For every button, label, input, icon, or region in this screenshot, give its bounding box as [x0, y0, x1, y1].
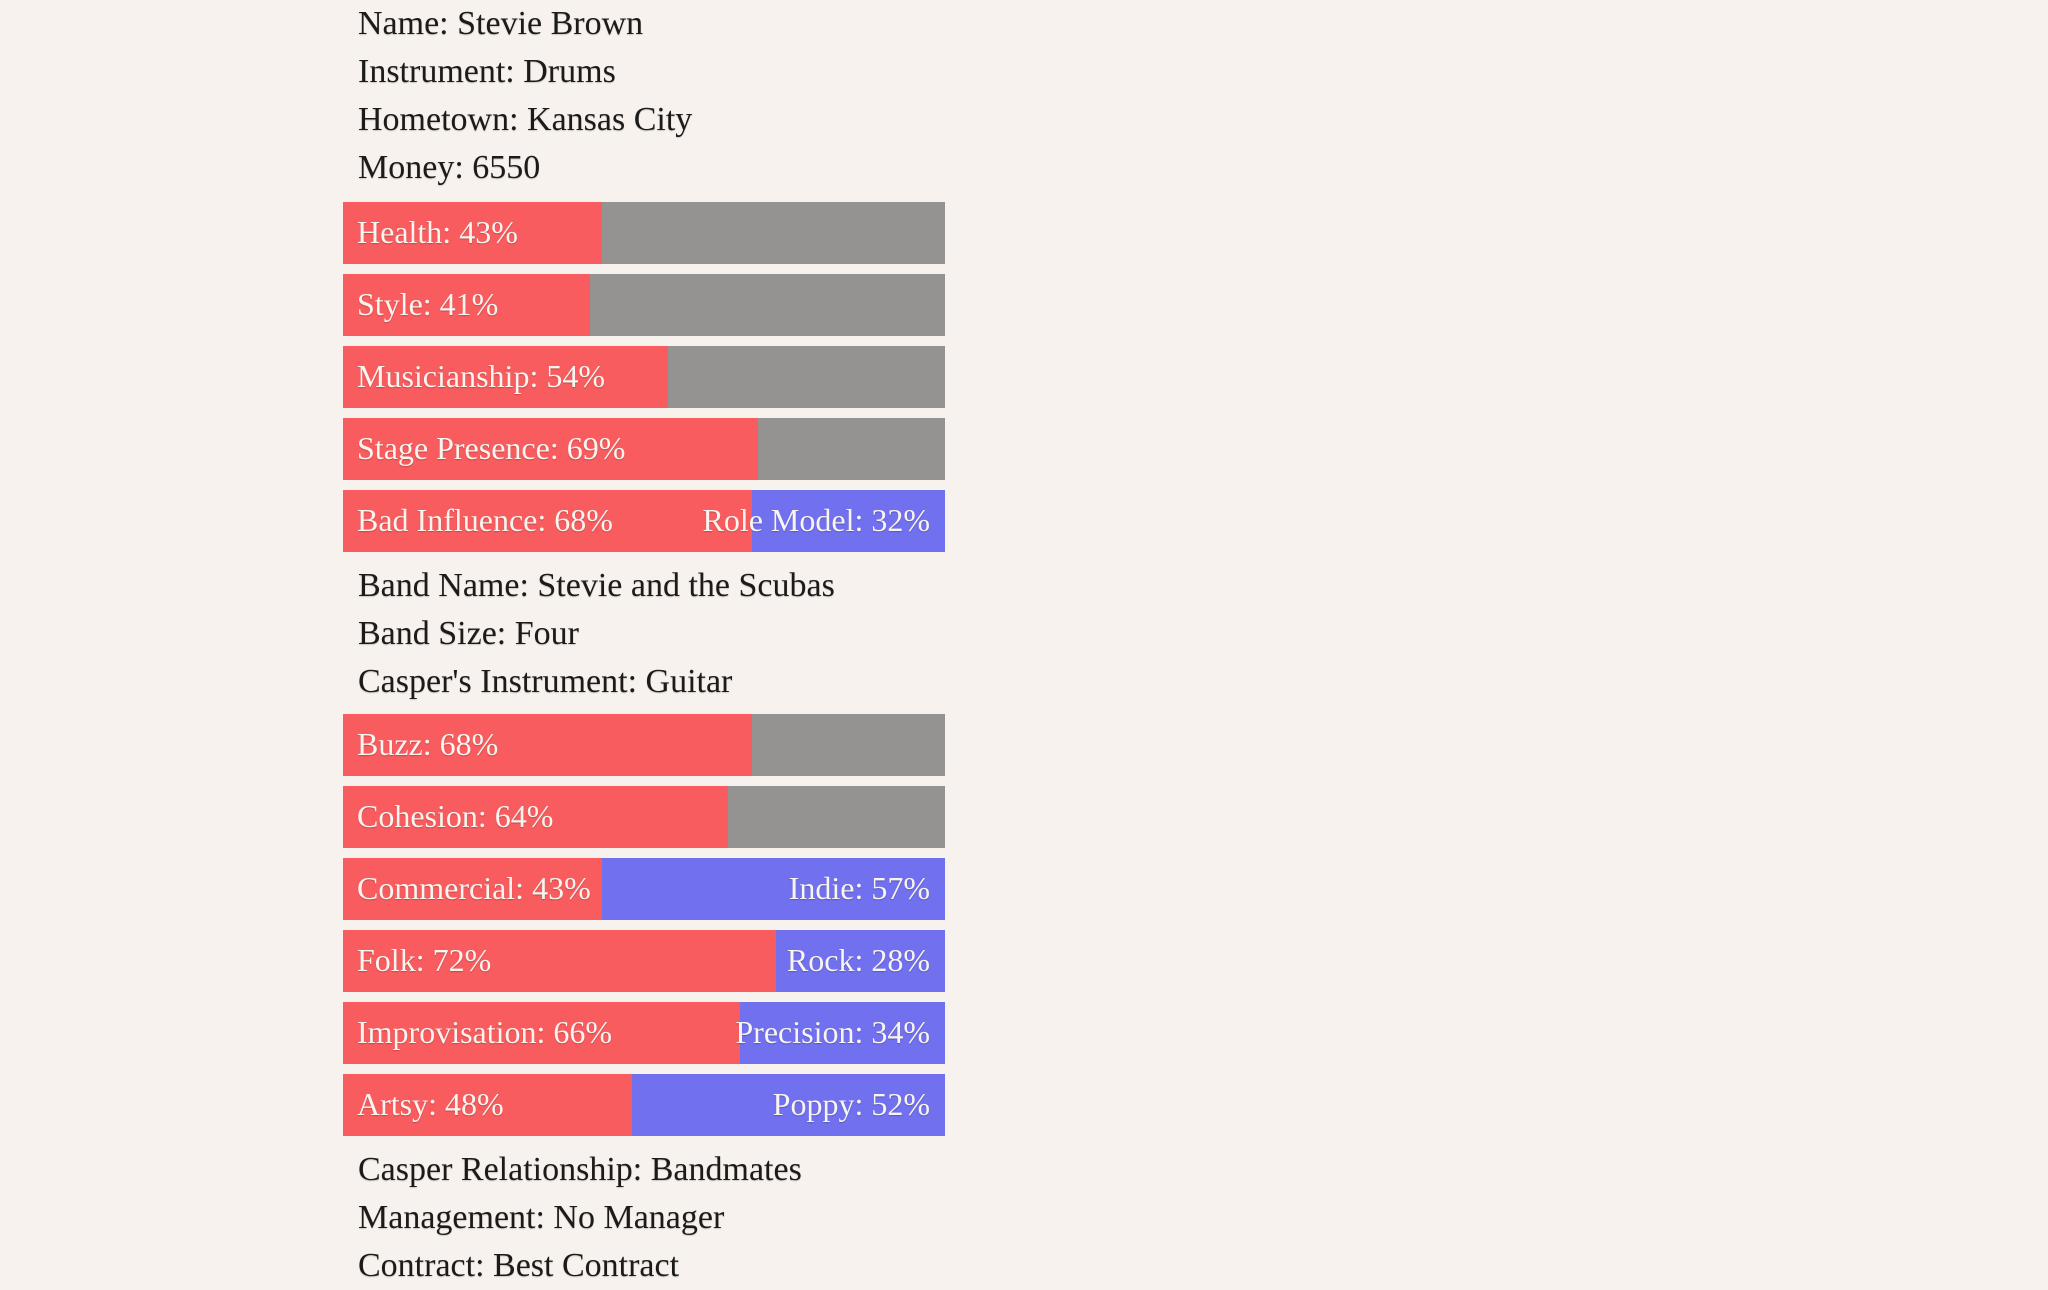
stat-bar-cohesion: Cohesion: 64%: [343, 786, 945, 848]
stat-bar-fill: [343, 786, 729, 848]
stat-bar-bad-influence-role-model: Bad Influence: 68% Role Model: 32%: [343, 490, 945, 552]
casper-relationship: Casper Relationship: Bandmates: [358, 1151, 802, 1188]
stat-bar-label-right: Poppy: 52%: [772, 1086, 930, 1122]
stat-bar-fill: [343, 1074, 632, 1136]
band-info-block: Band Name: Stevie and the Scubas Band Si…: [343, 562, 945, 706]
stat-bar-improvisation-precision: Improvisation: 66% Precision: 34%: [343, 1002, 945, 1064]
stat-bar-label-left: Bad Influence: 68%: [357, 502, 613, 538]
band-stats-group: Buzz: 68% Cohesion: 64% Commercial: 43% …: [343, 714, 945, 1136]
stat-bar-fill: [343, 490, 753, 552]
stat-bar-label-right: Indie: 57%: [788, 870, 930, 906]
stats-page: Name: Stevie Brown Instrument: Drums Hom…: [343, 0, 945, 1290]
stat-bar-fill: [343, 714, 753, 776]
stat-bar-label-right: Rock: 28%: [786, 942, 930, 978]
stat-bar-fill: [343, 346, 669, 408]
stat-bar-label-left: Buzz: 68%: [357, 726, 499, 762]
stat-bar-label-left: Improvisation: 66%: [357, 1014, 613, 1050]
stat-bar-label-left: Folk: 72%: [357, 942, 492, 978]
casper-instrument: Casper's Instrument: Guitar: [358, 663, 733, 700]
profile-name: Name: Stevie Brown: [358, 5, 644, 42]
profile-money: Money: 6550: [358, 149, 541, 186]
stat-bar-fill: [343, 418, 759, 480]
stat-bar-fill: [343, 858, 602, 920]
stat-bar-stage-presence: Stage Presence: 69%: [343, 418, 945, 480]
stat-bar-label-left: Health: 43%: [357, 214, 518, 250]
stat-bar-musicianship: Musicianship: 54%: [343, 346, 945, 408]
band-name: Band Name: Stevie and the Scubas: [358, 567, 835, 604]
stat-bar-label-right: Role Model: 32%: [702, 502, 930, 538]
profile-hometown: Hometown: Kansas City: [358, 101, 693, 138]
stat-bar-fill: [343, 274, 590, 336]
stat-bar-label-left: Cohesion: 64%: [357, 798, 554, 834]
management: Management: No Manager: [358, 1199, 725, 1236]
stat-bar-label-right: Precision: 34%: [735, 1014, 930, 1050]
profile-instrument: Instrument: Drums: [358, 53, 616, 90]
stat-bar-label-left: Style: 41%: [357, 286, 499, 322]
stat-bar-fill: [343, 1002, 741, 1064]
stat-bar-fill: [343, 930, 777, 992]
profile-block: Name: Stevie Brown Instrument: Drums Hom…: [343, 0, 945, 192]
stat-bar-commercial-indie: Commercial: 43% Indie: 57%: [343, 858, 945, 920]
member-stats-group: Health: 43% Style: 41% Musicianship: 54%…: [343, 202, 945, 552]
band-size: Band Size: Four: [358, 615, 579, 652]
stat-bar-buzz: Buzz: 68%: [343, 714, 945, 776]
stat-bar-label-left: Artsy: 48%: [357, 1086, 504, 1122]
stat-bar-label-left: Commercial: 43%: [357, 870, 591, 906]
stat-bar-style: Style: 41%: [343, 274, 945, 336]
stat-bar-label-left: Musicianship: 54%: [357, 358, 605, 394]
stat-bar-label-left: Stage Presence: 69%: [357, 430, 626, 466]
stat-bar-fill: [343, 202, 602, 264]
contract: Contract: Best Contract: [358, 1247, 680, 1284]
stat-bar-folk-rock: Folk: 72% Rock: 28%: [343, 930, 945, 992]
stat-bar-health: Health: 43%: [343, 202, 945, 264]
stat-bar-artsy-poppy: Artsy: 48% Poppy: 52%: [343, 1074, 945, 1136]
status-block: Casper Relationship: Bandmates Managemen…: [343, 1146, 945, 1290]
